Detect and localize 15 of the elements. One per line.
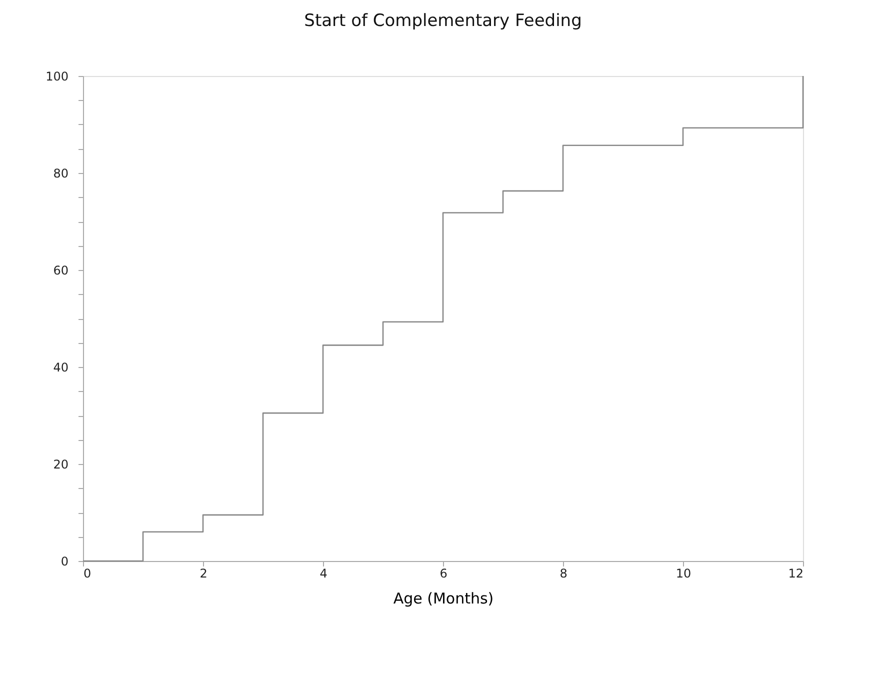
x-tick-label: 12 bbox=[788, 566, 804, 580]
x-tick-label: 2 bbox=[200, 566, 208, 580]
x-tick-label: 0 bbox=[84, 566, 92, 580]
x-tick-label: 6 bbox=[440, 566, 448, 580]
y-tick-label: 100 bbox=[46, 70, 68, 84]
y-tick-label: 20 bbox=[53, 458, 68, 472]
x-tick-label: 8 bbox=[560, 566, 568, 580]
y-tick-label: 80 bbox=[53, 166, 68, 180]
y-tick-label: 40 bbox=[53, 360, 68, 374]
x-tick-label: 10 bbox=[676, 566, 692, 580]
chart-title: Start of Complementary Feeding bbox=[304, 11, 582, 31]
y-tick-label: 0 bbox=[60, 554, 68, 568]
y-tick-label: 60 bbox=[53, 264, 68, 278]
x-tick-label: 4 bbox=[320, 566, 328, 580]
x-axis-title: Age (Months) bbox=[393, 590, 494, 608]
